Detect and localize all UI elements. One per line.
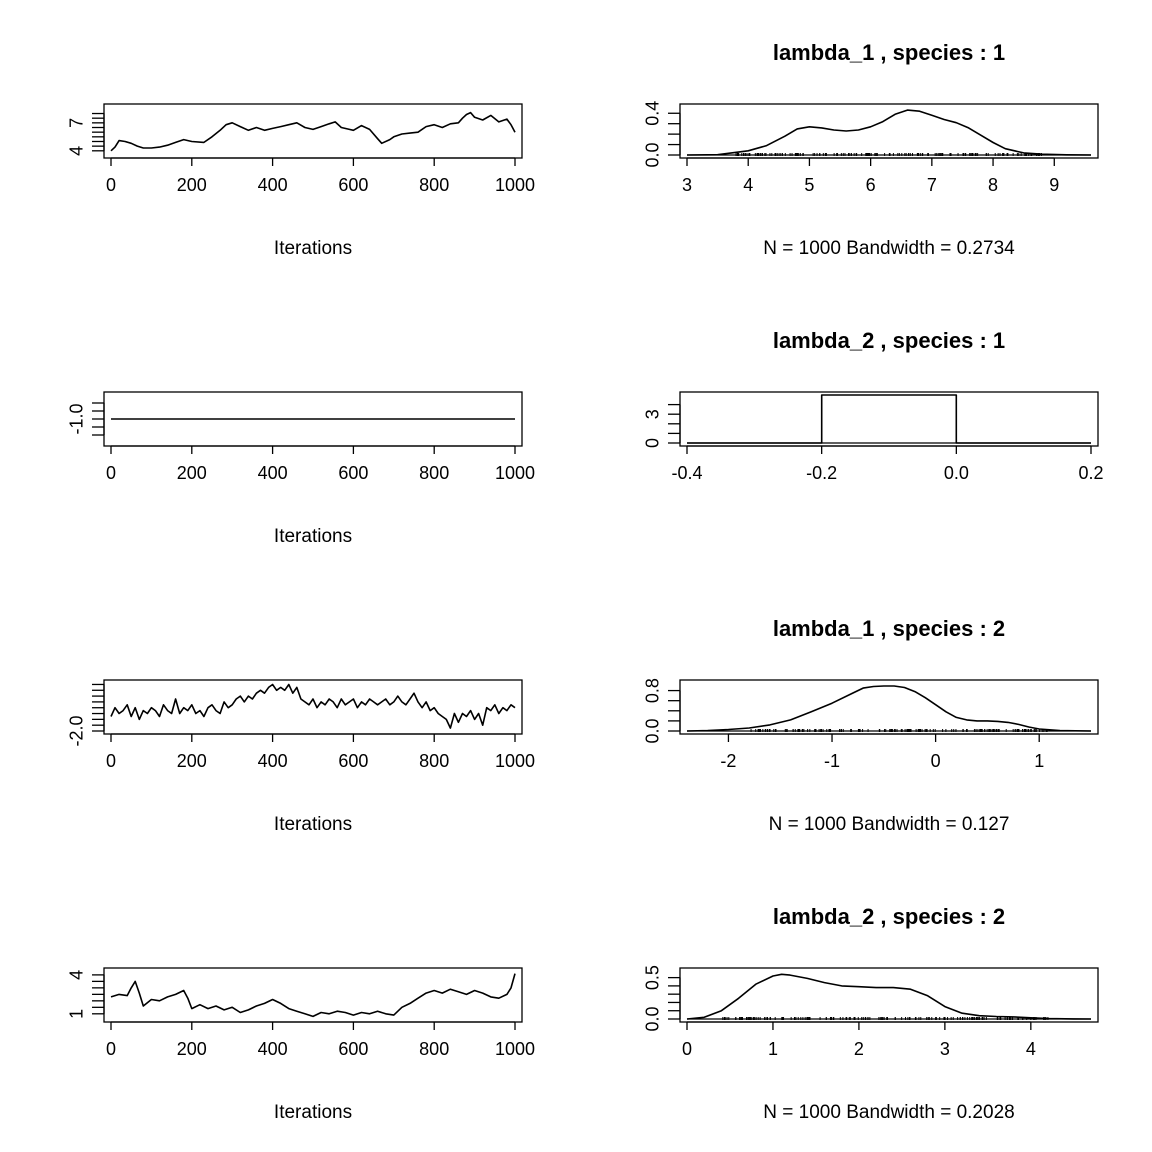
x-tick-label: 400 (258, 1039, 288, 1059)
x-tick-label: 600 (338, 463, 368, 483)
x-tick-label: 9 (1049, 175, 1059, 195)
y-tick-label: -1.0 (66, 403, 86, 434)
x-axis-label: Iterations (274, 1102, 352, 1123)
x-tick-label: 0 (106, 751, 116, 771)
x-tick-label: 1000 (495, 1039, 535, 1059)
panel-title: lambda_1 , species : 1 (773, 40, 1005, 65)
y-tick-label: 3 (642, 409, 662, 419)
density-curve (686, 973, 1092, 1020)
x-tick-label: 800 (419, 1039, 449, 1059)
y-tick-label: 1 (66, 1009, 86, 1019)
x-axis-label: Iterations (274, 526, 352, 547)
x-tick-label: 800 (419, 751, 449, 771)
trace-line (110, 973, 516, 1018)
x-axis-label: Iterations (274, 814, 352, 835)
x-tick-label: 0.0 (944, 463, 969, 483)
trace-panel-3: 0 200 400 600 800 1000 Iterations -1.0 (66, 391, 535, 547)
x-tick-label: 200 (177, 463, 207, 483)
x-tick-label: 3 (940, 1039, 950, 1059)
y-tick-label: 0.8 (642, 678, 662, 703)
density-panel-2: lambda_1 , species : 1 3 4 5 6 7 8 9 N = 1000 Ba… (642, 40, 1099, 259)
y-tick-label: 0.0 (642, 142, 662, 167)
x-tick-label: 600 (338, 751, 368, 771)
x-tick-label: 4 (743, 175, 753, 195)
x-tick-label: 1000 (495, 751, 535, 771)
density-panel-8: lambda_2 , species : 2 0 1 2 3 4 N = 1000 Band… (642, 904, 1099, 1123)
x-tick-label: 0 (106, 463, 116, 483)
x-tick-label: 7 (927, 175, 937, 195)
x-tick-label: 0.2 (1078, 463, 1103, 483)
x-axis-label: Iterations (274, 238, 352, 259)
panel-title: lambda_1 , species : 2 (773, 616, 1005, 641)
trace-line (110, 111, 516, 152)
x-tick-label: 400 (258, 751, 288, 771)
x-tick-label: 0 (931, 751, 941, 771)
x-tick-label: 400 (258, 175, 288, 195)
x-tick-label: 8 (988, 175, 998, 195)
x-axis-label: N = 1000 Bandwidth = 0.2028 (763, 1102, 1014, 1123)
x-axis-label: N = 1000 Bandwidth = 0.2734 (763, 238, 1015, 259)
density-panel-6: lambda_1 , species : 2 -2 -1 0 1 N = 1000 Ban… (642, 616, 1099, 835)
x-tick-label: 0 (106, 1039, 116, 1059)
density-curve (686, 685, 1092, 732)
x-tick-label: 6 (866, 175, 876, 195)
x-tick-label: 1 (768, 1039, 778, 1059)
density-panel-4: lambda_2 , species : 1 -0.4 -0.2 0.0 0.2 0 3 (642, 328, 1103, 483)
plot-frame (679, 103, 1099, 159)
x-tick-label: 800 (419, 175, 449, 195)
y-tick-label: 7 (66, 118, 86, 128)
x-tick-label: 200 (177, 175, 207, 195)
trace-panel-5: 0 200 400 600 800 1000 Iterations -2.0 (66, 679, 535, 835)
y-tick-label: -2.0 (66, 715, 86, 746)
y-tick-label: 4 (66, 970, 86, 980)
y-tick-label: 4 (66, 146, 86, 156)
plot-frame (679, 391, 1099, 447)
density-curve (686, 109, 1092, 156)
x-tick-label: -1 (824, 751, 840, 771)
x-tick-label: -0.2 (806, 463, 837, 483)
x-tick-label: 1 (1034, 751, 1044, 771)
x-tick-label: 600 (338, 175, 368, 195)
x-tick-label: 5 (804, 175, 814, 195)
y-tick-label: 0.0 (642, 718, 662, 743)
y-tick-label: 0 (642, 438, 662, 448)
panel-title: lambda_2 , species : 1 (773, 328, 1005, 353)
y-tick-label: 0.0 (642, 1006, 662, 1031)
x-tick-label: 600 (338, 1039, 368, 1059)
plot-frame (103, 967, 523, 1023)
x-tick-label: 800 (419, 463, 449, 483)
x-axis-label: N = 1000 Bandwidth = 0.127 (769, 814, 1010, 835)
x-tick-label: 200 (177, 1039, 207, 1059)
x-tick-label: -0.4 (671, 463, 702, 483)
x-tick-label: 1000 (495, 463, 535, 483)
panel-title: lambda_2 , species : 2 (773, 904, 1005, 929)
x-tick-label: -2 (720, 751, 736, 771)
trace-line (110, 683, 516, 729)
x-tick-label: 4 (1026, 1039, 1036, 1059)
density-curve (687, 394, 1091, 444)
plot-frame (679, 679, 1099, 735)
x-tick-label: 1000 (495, 175, 535, 195)
y-tick-label: 0.4 (642, 101, 662, 126)
x-tick-label: 0 (682, 1039, 692, 1059)
x-tick-label: 200 (177, 751, 207, 771)
plot-frame (103, 103, 523, 159)
x-tick-label: 2 (854, 1039, 864, 1059)
plot-frame (103, 679, 523, 735)
trace-panel-1: 0 200 400 600 800 1000 Iterations 4 7 (66, 103, 535, 259)
trace-panel-7: 0 200 400 600 800 1000 Iterations 1 4 (66, 967, 535, 1123)
x-tick-label: 0 (106, 175, 116, 195)
x-tick-label: 400 (258, 463, 288, 483)
y-tick-label: 0.5 (642, 965, 662, 990)
x-tick-label: 3 (682, 175, 692, 195)
